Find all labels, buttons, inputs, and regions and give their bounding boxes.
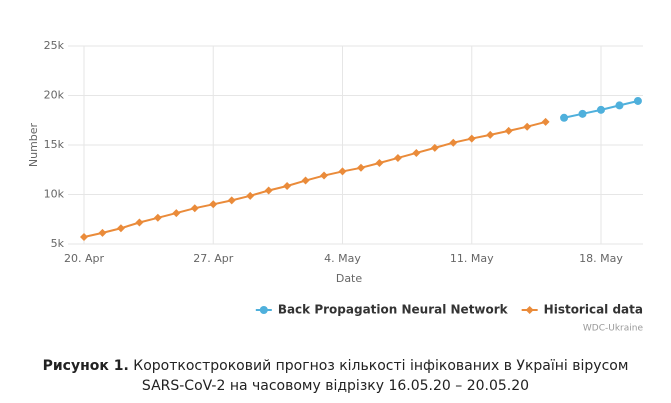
point [375,158,384,167]
point [597,105,605,114]
point [116,224,125,233]
point [504,126,513,135]
y-tick-label: 20k [44,89,65,102]
point [338,167,347,176]
credit: WDC-Ukraine [583,324,644,334]
point [98,228,107,237]
point [356,163,365,172]
point [283,181,292,190]
legend-marker [525,306,534,314]
series-line [83,120,546,238]
x-axis-title: Date [336,272,363,285]
x-tick-label: 18. May [579,252,623,265]
caption-text: Короткостроковий прогноз кількості інфік… [133,358,629,394]
point [153,213,162,222]
point [320,171,329,180]
y-tick-label: 10k [44,188,65,201]
point [264,186,273,195]
x-tick-label: 4. May [324,252,361,265]
point [393,153,402,162]
point [430,143,439,152]
point [172,209,181,218]
point [633,96,642,105]
point [227,196,236,205]
x-tick-label: 11. May [450,252,494,265]
legend-label: Back Propagation Neural Network [278,303,509,317]
point [209,200,218,209]
point [486,130,495,139]
point [190,204,199,213]
point [615,101,624,110]
x-tick-label: 27. Apr [193,252,233,265]
legend-label: Historical data [544,303,643,317]
caption-label: Рисунок 1. [42,358,129,374]
chart: Date Number WDC-Ukraine 5k 10k 15k 20k 25k 20… [27,39,644,334]
point [449,138,458,147]
point [467,134,476,143]
point [80,232,88,241]
legend-marker [259,306,268,314]
y-tick-label: 5k [51,237,65,250]
y-tick-label: 25k [44,39,65,52]
point [541,117,550,126]
point [523,122,532,131]
caption: Рисунок 1. Короткостроковий прогноз кіль… [20,356,651,396]
point [560,113,569,122]
x-tick-label: 20. Apr [64,252,104,265]
point [246,191,255,200]
y-axis-title: Number [27,122,40,167]
y-tick-label: 15k [44,138,65,151]
point [412,148,421,157]
point [135,218,144,227]
point [301,176,310,185]
point [578,109,587,118]
